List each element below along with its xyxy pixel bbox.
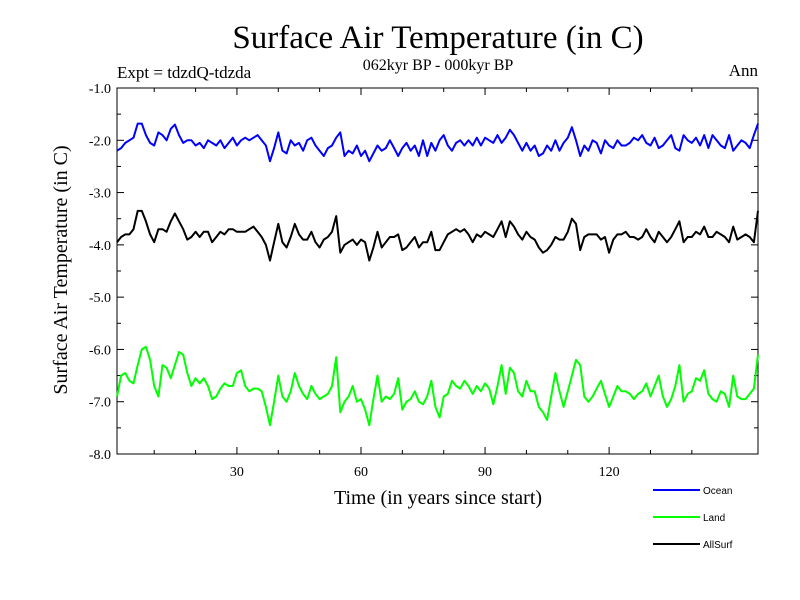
y-tick-label: -7.0: [89, 396, 111, 411]
chart-title: Surface Air Temperature (in C): [232, 20, 643, 56]
chart-subtitle: 062kyr BP - 000kyr BP: [363, 57, 514, 74]
series-line-ocean: [116, 122, 759, 163]
season-label: Ann: [729, 61, 759, 80]
legend-label-land: Land: [703, 513, 725, 524]
y-tick-label: -8.0: [89, 448, 111, 463]
x-axis-label: Time (in years since start): [334, 487, 542, 509]
y-tick-label: -3.0: [89, 187, 111, 202]
legend: Ocean Land AllSurf: [653, 486, 733, 551]
y-tick-label: -1.0: [89, 82, 111, 97]
y-tick-label: -5.0: [89, 291, 111, 306]
series-line-land: [116, 345, 759, 427]
experiment-label: Expt = tdzdQ-tdzda: [117, 63, 252, 82]
series-line-allsurf: [116, 209, 759, 262]
legend-label-allsurf: AllSurf: [703, 540, 733, 551]
x-tick-label: 90: [478, 465, 492, 480]
y-tick-label: -2.0: [89, 134, 111, 149]
x-tick-label: 120: [599, 465, 620, 480]
plot-area: -8.0 -7.0 -6.0 -5.0 -4.0 -3.0 -2.0 -1.0 30 60 90 12…: [89, 82, 759, 480]
y-tick-label: -6.0: [89, 343, 111, 358]
x-tick-label: 60: [354, 465, 368, 480]
x-tick-label: 30: [230, 465, 244, 480]
y-axis-label: Surface Air Temperature (in C): [50, 145, 72, 394]
legend-label-ocean: Ocean: [703, 486, 732, 497]
y-tick-label: -4.0: [89, 239, 111, 254]
